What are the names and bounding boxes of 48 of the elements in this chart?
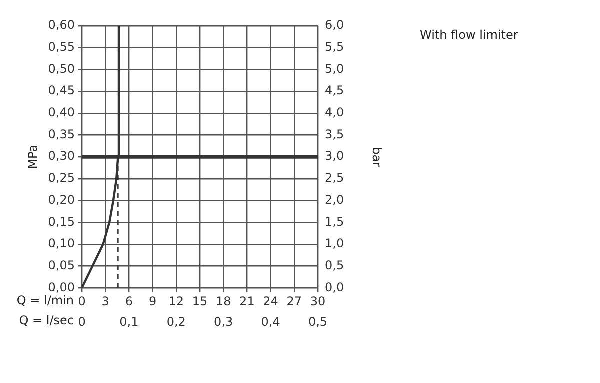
x2-tick-label: 0,2 [166, 314, 186, 329]
x-tick-label: 24 [263, 294, 278, 309]
y2-tick-label: 5,0 [325, 62, 344, 76]
x-tick-label: 3 [102, 294, 110, 309]
x2-axis-title: Q = l/sec [19, 314, 74, 328]
y-tick-label: 0,35 [48, 127, 75, 142]
y-tick-label: 0,50 [48, 62, 75, 76]
y2-tick-label: 5,5 [325, 40, 344, 54]
text: With flow limiter [420, 28, 518, 42]
x-tick-label: 27 [286, 294, 302, 309]
y2-tick-label: 0,0 [325, 280, 344, 294]
y-tick-label: 0,30 [48, 149, 75, 164]
y2-tick-label: 0,5 [325, 258, 344, 272]
y-tick-label: 0,45 [48, 84, 75, 98]
x-tick-label: 30 [310, 294, 326, 309]
x2-tick-label: 0,4 [261, 314, 280, 329]
y-tick-label: 0,15 [48, 214, 75, 229]
x-tick-label: 6 [125, 294, 134, 309]
y2-tick-label: 2,0 [325, 192, 344, 207]
y-tick-label: 0,10 [48, 236, 75, 251]
x2-tick-label: 0,1 [120, 314, 139, 329]
x-axis-title: Q = l/min [16, 293, 74, 308]
y-tick-label: 0,40 [48, 106, 75, 120]
y-tick-label: 0,05 [48, 258, 75, 272]
y-tick-label: 0,60 [48, 18, 75, 32]
y2-tick-label: 1,5 [325, 214, 344, 229]
x-tick-label: 21 [240, 294, 255, 309]
y-tick-label: 0,00 [48, 280, 75, 294]
y2-tick-label: 4,5 [325, 84, 344, 98]
y2-tick-label: 1,0 [325, 236, 344, 251]
y2-tick-label: 3,5 [325, 127, 344, 142]
x2-tick-label: 0,5 [308, 314, 328, 329]
y-tick-label: 0,25 [48, 171, 75, 186]
y2-tick-label: 2,5 [325, 171, 344, 186]
y-axis-title: MPa [26, 144, 40, 170]
x2-tick-label: 0,3 [214, 314, 234, 329]
y2-tick-label: 3,0 [325, 149, 344, 164]
x-tick-label: 15 [192, 294, 208, 309]
y2-tick-label: 4,0 [325, 106, 344, 120]
x-tick-label: 18 [216, 294, 232, 309]
x-tick-label: 12 [168, 294, 184, 309]
x-tick-label: 9 [148, 294, 157, 309]
y-tick-label: 0,55 [48, 40, 75, 54]
y2-axis-title: bar [370, 147, 384, 168]
y-tick-label: 0,20 [48, 192, 75, 207]
x2-tick-label: 0 [78, 314, 86, 329]
y2-tick-label: 6,0 [325, 18, 344, 32]
x-tick-label: 0 [78, 294, 86, 309]
